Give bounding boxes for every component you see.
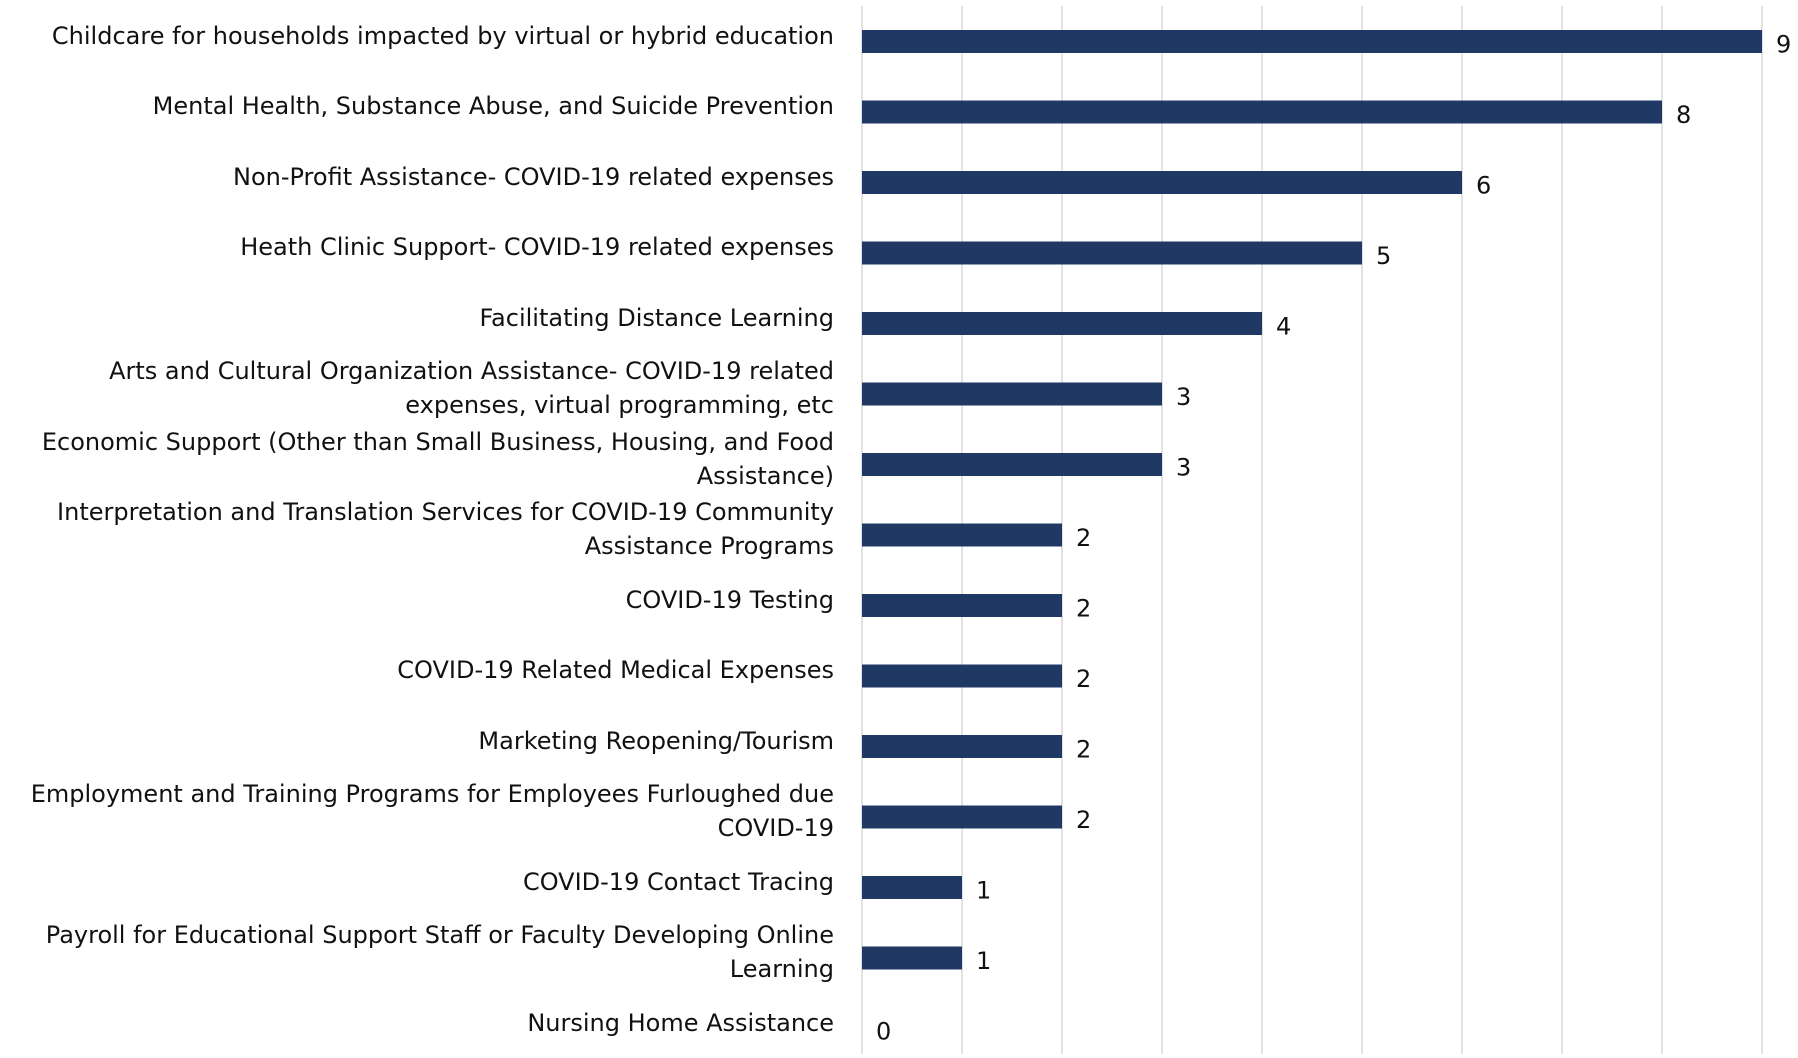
bar [862, 523, 1062, 547]
category-label: Marketing Reopening/Tourism [4, 705, 834, 776]
category-label: Payroll for Educational Support Staff or… [4, 917, 834, 988]
value-label: 2 [1076, 736, 1091, 764]
category-label: Arts and Cultural Organization Assistanc… [4, 353, 834, 424]
bar [862, 453, 1162, 476]
value-label: 9 [1776, 31, 1791, 59]
bar [862, 312, 1262, 335]
category-text: Facilitating Distance Learning [479, 303, 834, 332]
category-text: Marketing Reopening/Tourism [478, 726, 834, 755]
category-text: Nursing Home Assistance [527, 1008, 834, 1037]
bar [862, 241, 1362, 265]
category-text: Arts and Cultural Organization Assistanc… [109, 357, 834, 419]
category-label: Employment and Training Programs for Emp… [4, 776, 834, 847]
bar [862, 946, 962, 970]
category-text: Employment and Training Programs for Emp… [30, 780, 834, 842]
category-label: COVID-19 Related Medical Expenses [4, 635, 834, 706]
category-label: Non-Profit Assistance- COVID-19 related … [4, 141, 834, 212]
value-label: 0 [876, 1018, 891, 1046]
category-text: COVID-19 Related Medical Expenses [397, 656, 834, 684]
category-label: Childcare for households impacted by vir… [4, 0, 834, 71]
bar [862, 171, 1462, 194]
bar [862, 594, 1062, 617]
value-label: 3 [1176, 454, 1191, 482]
bar [862, 382, 1162, 406]
bar [862, 876, 962, 899]
bar [862, 30, 1762, 53]
value-label: 2 [1076, 595, 1091, 623]
category-text: Non-Profit Assistance- COVID-19 related … [233, 162, 834, 191]
value-label: 4 [1276, 313, 1291, 341]
value-label: 1 [976, 877, 991, 905]
category-text: Heath Clinic Support- COVID-19 related e… [240, 233, 834, 261]
value-label: 5 [1376, 242, 1391, 270]
category-text: Economic Support (Other than Small Busin… [41, 427, 834, 490]
category-label: COVID-19 Contact Tracing [4, 846, 834, 917]
value-label: 1 [976, 947, 991, 975]
bar [862, 664, 1062, 688]
value-label: 8 [1676, 101, 1691, 129]
category-label: COVID-19 Testing [4, 564, 834, 635]
category-label: Nursing Home Assistance [4, 987, 834, 1058]
bar [862, 735, 1062, 758]
value-label: 2 [1076, 665, 1091, 693]
category-text: Interpretation and Translation Services … [57, 498, 834, 560]
value-label: 3 [1176, 383, 1191, 411]
category-label: Interpretation and Translation Services … [4, 494, 834, 565]
category-text: COVID-19 Contact Tracing [522, 867, 834, 896]
value-label: 2 [1076, 806, 1091, 834]
category-text: COVID-19 Testing [625, 585, 834, 614]
category-text: Payroll for Educational Support Staff or… [45, 921, 834, 983]
category-text: Childcare for households impacted by vir… [51, 21, 834, 50]
category-label: Heath Clinic Support- COVID-19 related e… [4, 212, 834, 283]
category-label: Mental Health, Substance Abuse, and Suic… [4, 71, 834, 142]
category-text: Mental Health, Substance Abuse, and Suic… [152, 92, 834, 120]
bar [862, 805, 1062, 829]
value-label: 6 [1476, 172, 1491, 200]
value-label: 2 [1076, 524, 1091, 552]
category-label: Facilitating Distance Learning [4, 282, 834, 353]
category-label: Economic Support (Other than Small Busin… [4, 423, 834, 494]
bar [862, 100, 1662, 124]
